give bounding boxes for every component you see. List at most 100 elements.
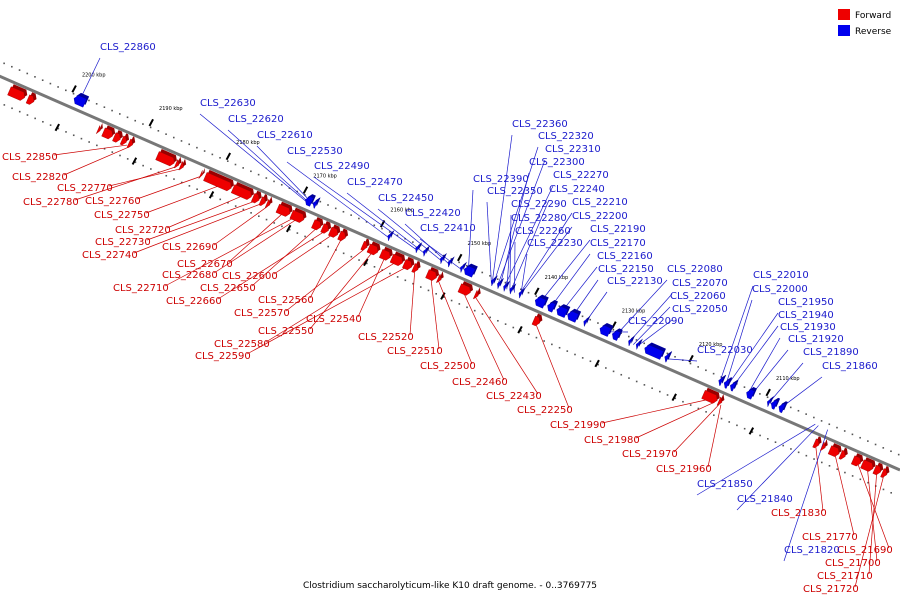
scale-dot — [782, 444, 785, 447]
kbp-tick-label: 2130 kbp — [622, 309, 646, 315]
scale-dot — [759, 393, 761, 395]
reverse-gene-label: CLS_22300 — [529, 157, 585, 168]
reverse-gene — [509, 285, 515, 295]
forward-gene-label: CLS_22680 — [162, 270, 218, 281]
scale-dot — [682, 400, 684, 403]
kbp-tick — [131, 157, 138, 165]
forward-leader-line — [463, 291, 505, 381]
reverse-gene — [583, 317, 589, 328]
scale-dot — [281, 225, 283, 228]
kbp-tick — [71, 85, 77, 93]
reverse-leader-line — [493, 146, 539, 284]
forward-leader-line — [273, 234, 333, 275]
forward-gene — [119, 135, 127, 146]
scale-dot — [165, 174, 168, 177]
reverse-gene — [730, 382, 737, 392]
legend-reverse-label: Reverse — [855, 27, 892, 37]
reverse-gene — [423, 247, 428, 258]
reverse-leader-line — [256, 145, 315, 206]
scale-dot — [705, 369, 707, 372]
scale-dot — [466, 264, 468, 267]
scale-dot — [867, 481, 869, 484]
forward-gene — [860, 459, 874, 472]
scale-dot — [666, 352, 669, 355]
scale-dot — [34, 76, 36, 78]
forward-gene — [7, 86, 25, 101]
scale-dot — [466, 306, 468, 309]
scale-dot — [890, 491, 892, 494]
scale-dot — [805, 413, 807, 415]
scale-dot — [327, 204, 329, 206]
reverse-leader-line — [614, 279, 668, 337]
reverse-leader-line — [518, 212, 573, 295]
reverse-gene-label: CLS_22320 — [538, 131, 594, 142]
reverse-gene-label: CLS_22210 — [572, 197, 628, 208]
scale-dot — [882, 488, 885, 491]
scale-dot — [674, 397, 677, 400]
forward-gene — [716, 396, 723, 406]
scale-dot — [180, 140, 183, 142]
scale-dot — [103, 106, 106, 108]
scale-dot — [42, 120, 44, 123]
forward-gene-label: CLS_21980 — [584, 435, 640, 446]
scale-dot — [828, 423, 831, 426]
forward-gene-label: CLS_22500 — [420, 361, 476, 372]
forward-gene-label: CLS_22510 — [387, 346, 443, 357]
scale-dot — [751, 431, 754, 433]
scale-dot — [350, 214, 352, 216]
scale-dot — [150, 168, 152, 170]
scale-dot — [766, 396, 769, 399]
reverse-gene — [464, 265, 476, 278]
forward-gene — [275, 203, 291, 217]
scale-dot — [797, 409, 800, 412]
reverse-gene-label: CLS_22630 — [200, 98, 256, 109]
scale-dot — [242, 208, 245, 211]
kbp-tick — [534, 287, 540, 296]
scale-dot — [280, 183, 283, 186]
kbp-tick — [457, 253, 463, 262]
reverse-leader-line — [503, 185, 554, 289]
scale-dot — [535, 336, 538, 339]
reverse-gene-label: CLS_22230 — [527, 238, 583, 249]
forward-gene-label: CLS_22710 — [113, 283, 169, 294]
forward-gene — [95, 124, 101, 135]
forward-gene-label: CLS_22690 — [162, 242, 218, 253]
reverse-gene-label: CLS_22530 — [287, 146, 343, 157]
reverse-leader-line — [633, 306, 671, 345]
reverse-gene-label: CLS_21890 — [803, 347, 859, 358]
scale-dot — [851, 433, 854, 436]
forward-leader-line — [133, 203, 262, 254]
scale-dot — [497, 319, 499, 322]
reverse-leader-line — [486, 201, 492, 283]
reverse-leader-line — [719, 285, 754, 383]
scale-dot — [412, 241, 414, 243]
scale-dot — [95, 103, 98, 105]
reverse-gene-shadow — [390, 230, 395, 239]
scale-dot — [489, 316, 491, 319]
forward-leader-line — [868, 472, 878, 575]
scale-dot — [72, 134, 75, 137]
gene-features — [7, 84, 890, 478]
scale-dot — [527, 333, 530, 336]
scale-dot — [65, 131, 67, 133]
scale-dot — [219, 156, 221, 159]
reverse-leader-line — [506, 228, 512, 290]
scale-dot — [126, 116, 129, 119]
forward-gene-label: CLS_21710 — [817, 571, 873, 582]
scale-dot — [620, 373, 623, 376]
reverse-gene-shadow — [769, 395, 774, 405]
forward-gene-label: CLS_22540 — [306, 314, 362, 325]
scale-dot — [666, 394, 669, 396]
scale-dot — [327, 245, 330, 248]
scale-dot — [142, 123, 144, 125]
scale-dot — [396, 234, 399, 237]
scale-dot — [196, 188, 198, 191]
scale-dot — [890, 450, 892, 453]
scale-dot — [250, 212, 252, 214]
scale-dot — [674, 355, 676, 358]
scale-dot — [57, 127, 60, 130]
scale-dot — [373, 224, 376, 227]
forward-gene — [880, 468, 888, 478]
forward-gene-label: CLS_22660 — [166, 296, 222, 307]
reverse-leader-line — [736, 425, 819, 511]
